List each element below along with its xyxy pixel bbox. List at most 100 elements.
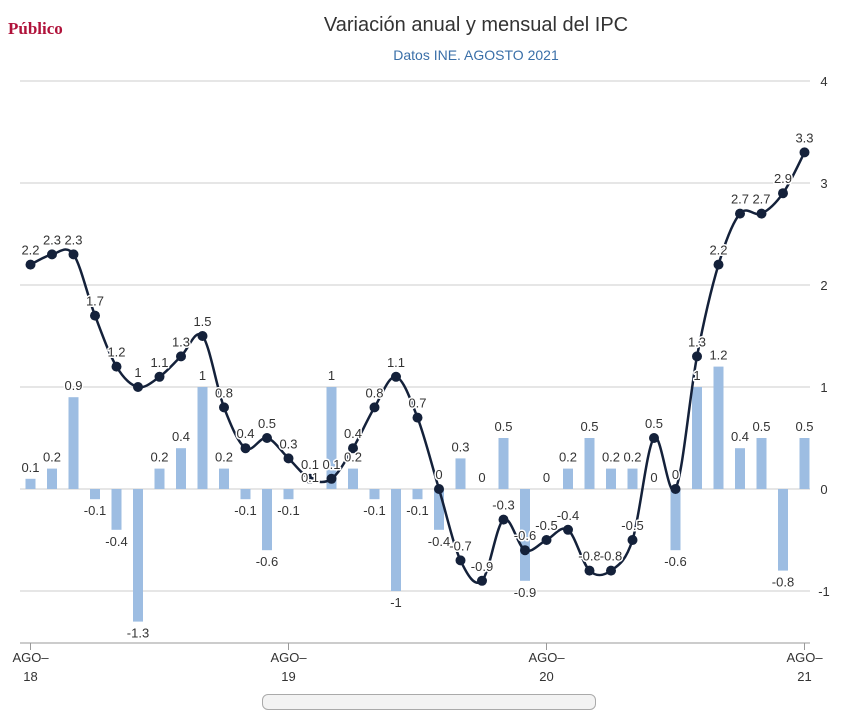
bar	[154, 468, 165, 489]
line-point	[348, 443, 358, 454]
line-point	[391, 371, 401, 382]
line-data-label: 0.4	[344, 426, 362, 441]
bar	[498, 438, 509, 489]
line-data-label: -0.3	[492, 498, 514, 513]
line-point	[434, 484, 444, 494]
line-point	[133, 382, 143, 392]
line-data-label: 1.5	[193, 314, 211, 329]
bar	[584, 438, 595, 489]
line-point	[262, 433, 272, 443]
line-point	[154, 371, 165, 382]
bar-data-label: 0	[650, 470, 657, 485]
bar-data-label: 1	[199, 368, 206, 383]
line-point	[68, 249, 79, 260]
bar-data-label: 0	[478, 470, 485, 485]
view-more-button[interactable]	[262, 694, 596, 710]
line-data-label: 2.9	[774, 171, 792, 186]
line-data-label: -0.8	[600, 549, 622, 564]
line-point	[692, 351, 702, 362]
bar-data-label: 0.2	[344, 450, 362, 465]
bar	[90, 489, 100, 500]
x-tick-label: AGO–	[786, 650, 823, 665]
chart-title: Variación anual y mensual del IPC	[323, 14, 629, 36]
bar-data-label: 1	[328, 368, 335, 383]
bar	[799, 438, 810, 489]
line-data-label: 2.7	[752, 192, 770, 207]
line-point	[305, 473, 315, 484]
bar-data-label: 0.2	[602, 450, 620, 465]
bar-data-label: 0.2	[43, 450, 61, 465]
line-point	[520, 545, 530, 556]
y-tick-label: 3	[820, 176, 827, 191]
line-data-label: 1.7	[86, 294, 104, 309]
publico-logo: Público	[8, 19, 63, 38]
line-point	[219, 402, 229, 413]
bar-data-label: -0.1	[363, 503, 385, 518]
bar-data-label: 0	[543, 470, 550, 485]
bar	[219, 468, 229, 489]
line-data-label: 0.5	[258, 416, 276, 431]
line-point	[627, 535, 638, 545]
ipc-line	[29, 151, 806, 584]
line-data-label: 2.2	[21, 243, 39, 258]
line-data-label: 1	[134, 365, 141, 380]
line-point	[477, 575, 487, 586]
line-data-label: 0	[672, 467, 679, 482]
line-point	[670, 484, 681, 494]
line-point	[25, 259, 36, 270]
bar	[412, 489, 423, 500]
line-data-label: 0	[435, 467, 442, 482]
bar-data-label: 0.5	[494, 419, 512, 434]
bar-data-label: 0.2	[150, 450, 168, 465]
bar-data-label: -0.4	[105, 534, 127, 549]
bar-data-label: -0.1	[406, 503, 428, 518]
bar	[735, 448, 745, 489]
line-data-label: -0.7	[449, 538, 471, 553]
bar	[563, 468, 573, 489]
bar	[391, 489, 401, 591]
line-point	[649, 433, 659, 443]
line-data-label: 1.3	[688, 334, 706, 349]
line-series-anual	[25, 147, 810, 586]
bar	[692, 387, 702, 489]
bar	[197, 387, 208, 489]
bar	[348, 468, 358, 489]
bar	[434, 489, 444, 530]
bar	[670, 489, 681, 551]
bar	[455, 458, 466, 489]
line-data-label: 2.3	[64, 232, 82, 247]
bar-data-label: 1	[693, 368, 700, 383]
bar-data-label: -0.1	[234, 503, 256, 518]
line-data-label: 0.3	[279, 436, 297, 451]
line-data-label: 1.3	[172, 334, 190, 349]
line-point	[756, 208, 767, 219]
line-point	[197, 331, 208, 341]
line-point	[799, 147, 810, 158]
bar-data-label: 0.1	[301, 470, 319, 485]
line-point	[326, 473, 337, 484]
line-data-label: 0.1	[322, 457, 340, 472]
bar-data-label: -0.6	[256, 554, 278, 569]
bar	[47, 468, 57, 489]
bar	[756, 438, 767, 489]
bar-data-label: 1.2	[709, 348, 727, 363]
bar-data-label: 0.5	[752, 419, 770, 434]
line-data-label: -0.9	[471, 559, 493, 574]
data-labels: 0.10.20.9-0.1-0.4-1.30.20.410.2-0.1-0.6-…	[20, 129, 815, 642]
bar	[240, 489, 251, 500]
bar-data-label: -0.6	[664, 554, 686, 569]
line-data-label: -0.5	[535, 518, 557, 533]
x-tick-label: 20	[539, 669, 553, 684]
bar	[713, 366, 724, 489]
chart-subtitle: Datos INE. AGOSTO 2021	[393, 47, 559, 63]
bar	[25, 478, 36, 489]
bar-data-label: 0.3	[451, 439, 469, 454]
x-tick-label: AGO–	[528, 650, 565, 665]
bar	[68, 397, 79, 489]
line-data-label: 0.5	[645, 416, 663, 431]
bar-data-label: 0.5	[795, 419, 813, 434]
line-data-label: 1.1	[150, 355, 168, 370]
y-tick-label: 4	[820, 74, 827, 89]
bar-data-label: 0.5	[580, 419, 598, 434]
